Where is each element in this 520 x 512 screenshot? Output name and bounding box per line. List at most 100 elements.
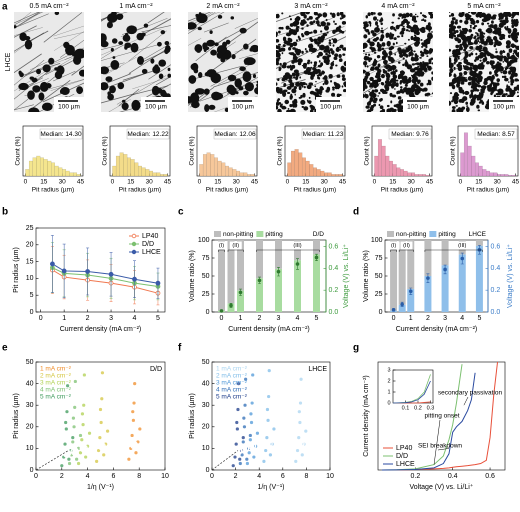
median-marker xyxy=(129,441,139,450)
texture-pit xyxy=(308,82,314,86)
texture-pit xyxy=(504,26,507,30)
texture-pit xyxy=(343,61,346,67)
texture-pit xyxy=(376,77,382,83)
texture-pit xyxy=(333,20,335,23)
bar-segment xyxy=(407,240,415,289)
texture-streak xyxy=(118,88,140,107)
texture-pit xyxy=(470,89,474,93)
data-point xyxy=(155,280,161,286)
histogram-bar xyxy=(156,172,161,177)
texture-pit xyxy=(466,105,469,107)
texture-pit xyxy=(368,58,371,61)
histogram-bar xyxy=(493,172,498,177)
texture-pit xyxy=(282,44,286,48)
texture-pit xyxy=(341,17,344,19)
texture-pit xyxy=(336,46,340,51)
histogram-bar xyxy=(221,162,226,177)
annotation: Median: 11.23 xyxy=(303,131,344,138)
texture-pit xyxy=(294,17,300,22)
texture-pit xyxy=(188,75,197,84)
texture-pit xyxy=(397,17,400,20)
texture-pit xyxy=(495,68,499,73)
histogram-bar xyxy=(228,167,233,177)
texture-pit xyxy=(462,65,465,68)
y-axis-label: Count (%) xyxy=(450,136,457,165)
texture-pit xyxy=(377,55,381,59)
texture-pit xyxy=(376,19,379,21)
texture-pit xyxy=(331,12,336,18)
texture-pit xyxy=(249,57,253,62)
scatter-point xyxy=(95,459,99,463)
texture-pit xyxy=(295,77,298,81)
y-tick-label: 50 xyxy=(202,359,210,366)
texture-pit xyxy=(478,78,482,83)
texture-pit xyxy=(283,106,287,110)
texture-pit xyxy=(404,83,408,87)
texture-pit xyxy=(315,88,319,91)
texture-pit xyxy=(415,31,419,34)
texture-pit xyxy=(291,60,295,64)
scatter-point xyxy=(234,442,238,446)
scatter-point xyxy=(248,433,252,438)
texture-pit xyxy=(427,22,431,27)
texture-pit xyxy=(517,79,519,82)
y2-axis-label: Voltage (V) vs. Li/Li⁺ xyxy=(342,244,350,308)
x-tick-label: 0 xyxy=(39,315,43,322)
texture-pit xyxy=(295,50,301,55)
texture-pit xyxy=(277,98,281,101)
texture-pit xyxy=(217,14,223,19)
x-tick-label: 0.2 xyxy=(414,405,422,411)
texture-pit xyxy=(510,78,515,84)
texture-pit xyxy=(411,63,416,66)
texture-pit xyxy=(303,106,309,111)
texture-pit xyxy=(306,18,310,21)
texture-pit xyxy=(367,31,370,34)
histogram-bar xyxy=(294,149,299,177)
y-tick-label: 15 xyxy=(26,258,34,265)
texture-pit xyxy=(513,49,518,54)
texture-streak xyxy=(14,12,41,29)
texture-pit xyxy=(495,50,498,54)
texture-pit xyxy=(369,41,375,47)
y-axis-label: Pit radius (µm) xyxy=(13,393,20,439)
texture-pit xyxy=(276,40,278,43)
texture-pit xyxy=(407,38,410,41)
texture-pit xyxy=(497,41,502,45)
scatter-point xyxy=(78,451,83,455)
y-axis-label: Count (%) xyxy=(277,136,284,165)
texture-pit xyxy=(431,92,433,95)
texture-pit xyxy=(457,38,462,44)
histogram-bar xyxy=(199,164,204,177)
texture-pit xyxy=(288,15,291,18)
x-tick-label: 2 xyxy=(258,315,262,322)
texture-pit xyxy=(283,40,290,45)
texture-pit xyxy=(430,31,433,33)
texture-pit xyxy=(329,66,333,70)
texture-pit xyxy=(478,13,483,19)
texture-pit xyxy=(329,12,333,15)
reference-line xyxy=(35,450,69,471)
texture-pit xyxy=(164,48,169,55)
texture-pit xyxy=(402,25,405,28)
scatter-point xyxy=(235,420,239,425)
texture-pit xyxy=(289,23,294,27)
texture-pit xyxy=(278,43,281,46)
texture-pit xyxy=(484,42,487,45)
texture-pit xyxy=(289,18,293,21)
texture-pit xyxy=(293,20,300,26)
texture-pit xyxy=(339,17,343,20)
texture-pit xyxy=(24,35,31,41)
texture-pit xyxy=(493,84,498,89)
texture-pit xyxy=(377,95,379,97)
texture-pit xyxy=(380,17,383,20)
histogram-bar xyxy=(39,157,44,177)
texture-pit xyxy=(32,85,41,93)
texture-pit xyxy=(366,65,369,68)
texture-pit xyxy=(505,40,511,46)
y-tick-label: 0 xyxy=(379,309,383,316)
texture-pit xyxy=(320,30,323,33)
texture-pit xyxy=(111,38,118,44)
texture-pit xyxy=(324,79,329,85)
x-tick-label: 6 xyxy=(281,473,285,480)
texture-pit xyxy=(391,21,395,24)
